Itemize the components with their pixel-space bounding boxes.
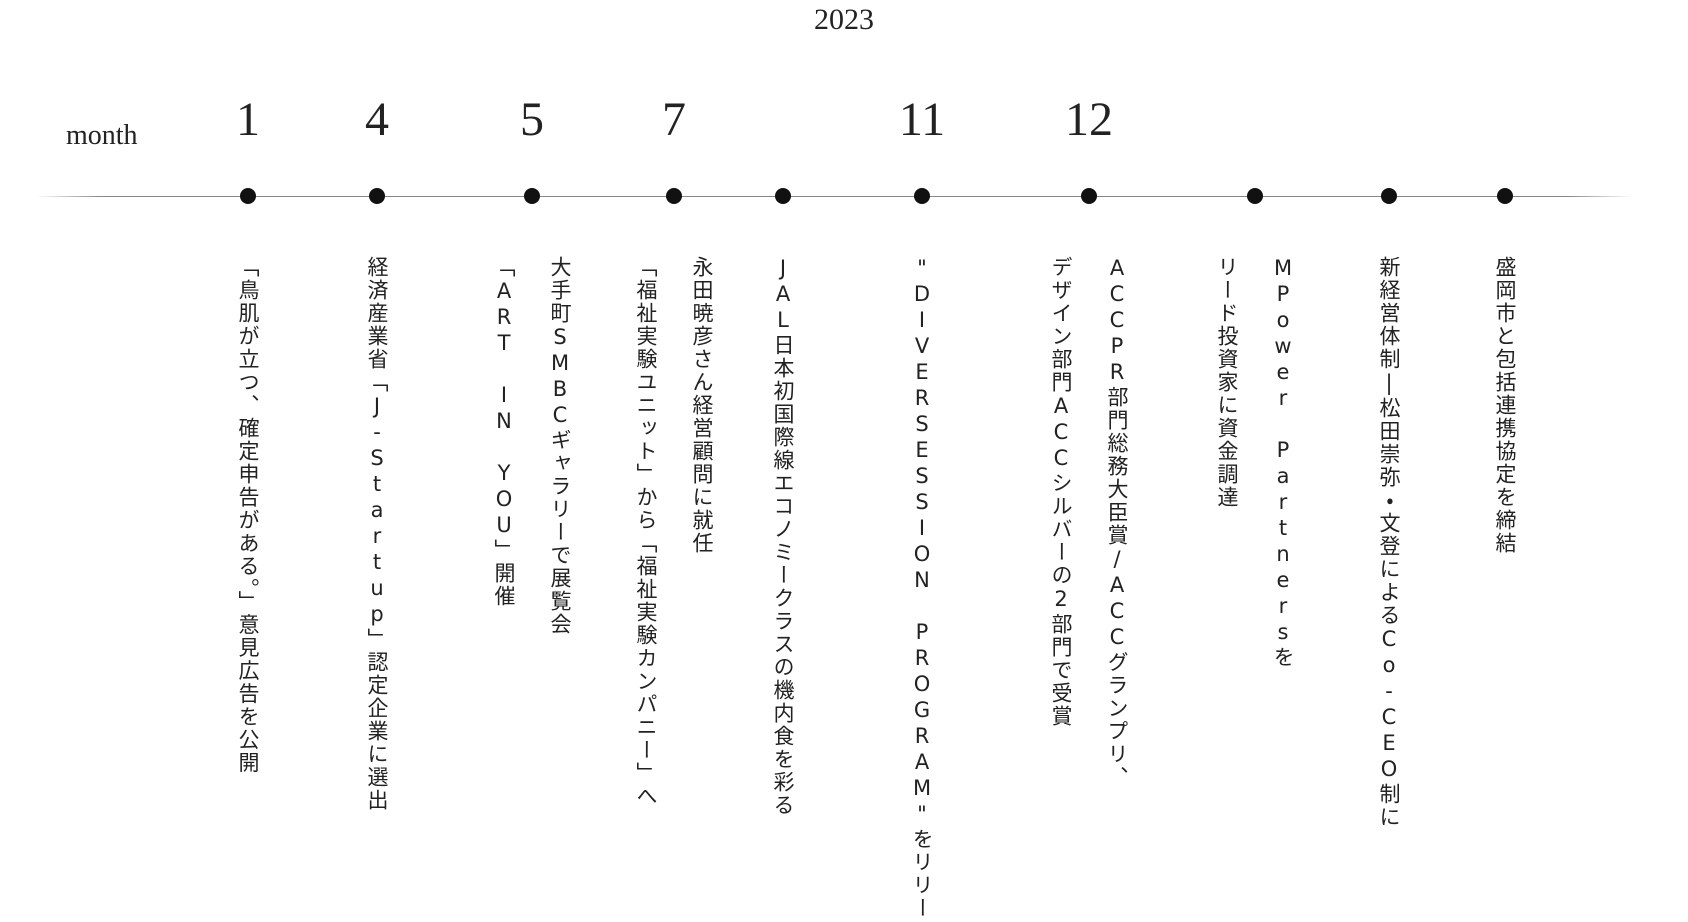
month-number: 7 xyxy=(662,93,686,146)
event-text: 「鳥肌が立つ、確定申告がある。」意見広告を公開 xyxy=(220,256,276,775)
event-line: MPower Partnersを xyxy=(1271,256,1295,669)
event-text: 新経営体制|松田崇弥・文登によるCo-CEO制に xyxy=(1361,256,1417,829)
event-line: 永田暁彦さん経営顧問に就任 xyxy=(690,256,714,555)
event-text: "DIVERSESSION PROGRAM"をリリース xyxy=(894,256,950,922)
event-line: 大手町SMBCギャラリーで展覧会 xyxy=(548,256,572,636)
event-line: "DIVERSESSION PROGRAM"をリリース xyxy=(910,256,934,922)
month-number: 4 xyxy=(365,93,389,146)
timeline-dot xyxy=(775,188,791,204)
year: 2023 xyxy=(814,3,874,36)
event-line: 「福祉実験ユニット」から「福祉実験カンパニー」へ xyxy=(634,256,658,808)
event-line: ACCPR部門総務大臣賞/ACCグランプリ、 xyxy=(1105,256,1129,789)
event-line: 盛岡市と包括連携協定を締結 xyxy=(1493,256,1517,555)
event-text: 永田暁彦さん経営顧問に就任 「福祉実験ユニット」から「福祉実験カンパニー」へ xyxy=(618,256,730,808)
month-number: 5 xyxy=(520,93,544,146)
month-label: month xyxy=(66,120,138,151)
timeline-dot xyxy=(666,188,682,204)
event-text: MPower Partnersを リード投資家に資金調達 xyxy=(1199,256,1311,669)
event-line: 「ART IN YOU」開催 xyxy=(492,256,516,608)
event-text: 盛岡市と包括連携協定を締結 xyxy=(1477,256,1533,555)
timeline-dot xyxy=(1497,188,1513,204)
timeline-axis xyxy=(36,196,1632,197)
event-text: 経済産業省「J-Startup」認定企業に選出 xyxy=(349,256,405,812)
timeline-dot xyxy=(1247,188,1263,204)
month-number: 11 xyxy=(898,93,946,146)
timeline-dot xyxy=(1381,188,1397,204)
timeline-dot xyxy=(914,188,930,204)
event-line: リード投資家に資金調達 xyxy=(1215,256,1239,509)
event-text: ACCPR部門総務大臣賞/ACCグランプリ、 デザイン部門ACCシルバーの2部門で… xyxy=(1033,256,1145,789)
event-line: JAL日本初国際線エコノミークラスの機内食を彩る xyxy=(771,256,795,817)
event-line: 新経営体制|松田崇弥・文登によるCo-CEO制に xyxy=(1377,256,1401,829)
event-line: デザイン部門ACCシルバーの2部門で受賞 xyxy=(1049,256,1073,728)
timeline-dot xyxy=(240,188,256,204)
event-text: 大手町SMBCギャラリーで展覧会 「ART IN YOU」開催 xyxy=(476,256,588,636)
event-line: 「鳥肌が立つ、確定申告がある。」意見広告を公開 xyxy=(236,256,260,775)
timeline-dot xyxy=(524,188,540,204)
event-line: 経済産業省「J-Startup」認定企業に選出 xyxy=(365,256,389,812)
event-text: JAL日本初国際線エコノミークラスの機内食を彩る xyxy=(755,256,811,817)
month-number: 1 xyxy=(236,93,260,146)
month-number: 12 xyxy=(1065,93,1113,146)
timeline-dot xyxy=(369,188,385,204)
timeline-dot xyxy=(1081,188,1097,204)
